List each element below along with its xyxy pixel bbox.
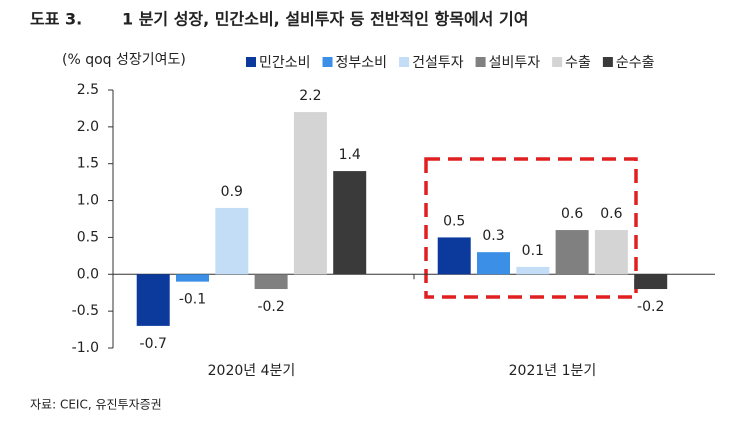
data-label: -0.7 — [140, 336, 167, 352]
data-label: 0.1 — [522, 243, 544, 259]
y-tick-label: -0.5 — [72, 303, 99, 319]
data-label: 1.4 — [339, 147, 361, 163]
data-label: 0.3 — [482, 228, 504, 244]
y-axis-label: (% qoq 성장기여도) — [62, 52, 186, 68]
bar — [293, 112, 327, 275]
bar — [516, 266, 550, 275]
bar — [634, 274, 668, 290]
legend-swatch — [399, 57, 410, 67]
y-tick-label: 2.0 — [77, 119, 99, 135]
legend-swatch — [552, 57, 563, 67]
legend-label: 설비투자 — [489, 55, 541, 71]
data-label: 0.6 — [561, 206, 583, 222]
data-label: 0.5 — [443, 213, 465, 229]
legend-label: 정부소비 — [336, 55, 388, 71]
bar — [555, 230, 589, 275]
data-label: 0.6 — [600, 206, 622, 222]
legend-swatch — [246, 57, 256, 67]
legend-swatch — [602, 57, 613, 67]
legend-swatch — [322, 57, 333, 67]
x-tick-label: 2020년 4분기 — [208, 363, 296, 379]
bar — [176, 274, 210, 282]
bar — [333, 171, 367, 275]
data-label: -0.2 — [257, 299, 284, 315]
y-tick-label: 1.5 — [77, 156, 99, 172]
legend-label: 건설투자 — [412, 55, 464, 71]
bar — [136, 274, 170, 326]
bar — [437, 237, 471, 275]
legend-label: 수출 — [565, 55, 591, 71]
highlight-box — [424, 157, 638, 299]
y-tick-label: -1.0 — [72, 340, 99, 356]
y-tick-label: 1.0 — [77, 193, 99, 209]
y-tick-label: 2.5 — [77, 82, 99, 98]
chart-label: 도표 3. — [30, 10, 82, 29]
bar — [215, 207, 249, 275]
data-label: -0.2 — [637, 299, 664, 315]
x-tick-label: 2021년 1분기 — [509, 363, 597, 379]
source: 자료: CEIC, 유진투자증권 — [30, 398, 162, 412]
legend-swatch — [475, 57, 486, 67]
legend-label: 순수출 — [616, 55, 655, 71]
chart-title: 1 분기 성장, 민간소비, 설비투자 등 전반적인 항목에서 기여 — [122, 10, 528, 29]
data-label: -0.1 — [179, 292, 206, 308]
bar — [477, 252, 511, 275]
legend-label: 민간소비 — [259, 55, 311, 71]
bar — [254, 274, 288, 290]
data-label: 2.2 — [299, 88, 321, 104]
bar — [594, 230, 628, 275]
y-tick-label: 0.5 — [77, 229, 99, 245]
y-tick-label: 0.0 — [77, 266, 99, 282]
data-label: 0.9 — [221, 184, 243, 200]
